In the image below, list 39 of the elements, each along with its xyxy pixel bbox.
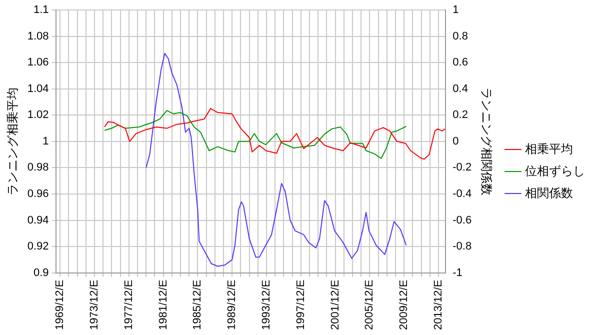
x-tick-label: 2009/12/E: [398, 280, 410, 330]
y2-tick-label: 0: [452, 135, 459, 148]
y2-tick-label: 0.2: [452, 109, 468, 122]
y2-tick-label: -0.6: [452, 214, 472, 226]
x-tick-label: 2013/12/E: [432, 280, 445, 330]
y2-tick-label: -1: [452, 266, 462, 279]
x-tick-label: 1997/12/E: [294, 280, 307, 330]
x-tick-label: 2005/12/E: [364, 280, 376, 330]
x-tick-label: 1985/12/E: [192, 280, 204, 330]
y2-tick-label: -0.4: [452, 188, 472, 200]
y-tick-label: 1: [42, 135, 49, 148]
x-tick-label: 1969/12/E: [54, 280, 66, 330]
x-tick-label: 1989/12/E: [226, 280, 238, 330]
y2-tick-label: -0.8: [452, 240, 472, 253]
y2-tick-label: 0.6: [452, 56, 468, 69]
y-axis-title: ランニング相乗平均: [6, 87, 20, 196]
y-tick-label: 1.08: [27, 30, 49, 42]
legend-label: 相乗平均: [525, 142, 573, 156]
y-tick-label: 1.06: [27, 56, 49, 69]
y2-axis-title: ランニング相関係数: [479, 87, 494, 196]
y-tick-label: 1.02: [27, 109, 49, 122]
y2-tick-label: -0.2: [452, 162, 472, 174]
legend-label: 位相ずらし: [525, 164, 585, 178]
x-tick-label: 1981/12/E: [157, 280, 170, 330]
x-tick-label: 1977/12/E: [122, 280, 135, 330]
legend-label: 相関係数: [525, 186, 573, 200]
y-tick-label: 0.9: [34, 266, 49, 279]
y-tick-label: 0.96: [27, 188, 49, 200]
y-tick-label: 1.04: [27, 82, 49, 95]
y-tick-label: 0.98: [27, 162, 49, 174]
y2-tick-label: 0.4: [452, 82, 468, 95]
y-tick-label: 1.1: [34, 4, 49, 16]
x-tick-label: 2001/12/E: [329, 280, 342, 330]
y2-tick-label: 1: [452, 4, 459, 16]
y2-tick-label: 0.8: [452, 30, 468, 42]
y-tick-label: 0.94: [27, 214, 49, 226]
x-tick-label: 1993/12/E: [260, 280, 273, 330]
y-tick-label: 0.92: [27, 240, 49, 253]
x-tick-label: 1973/12/E: [88, 280, 101, 330]
